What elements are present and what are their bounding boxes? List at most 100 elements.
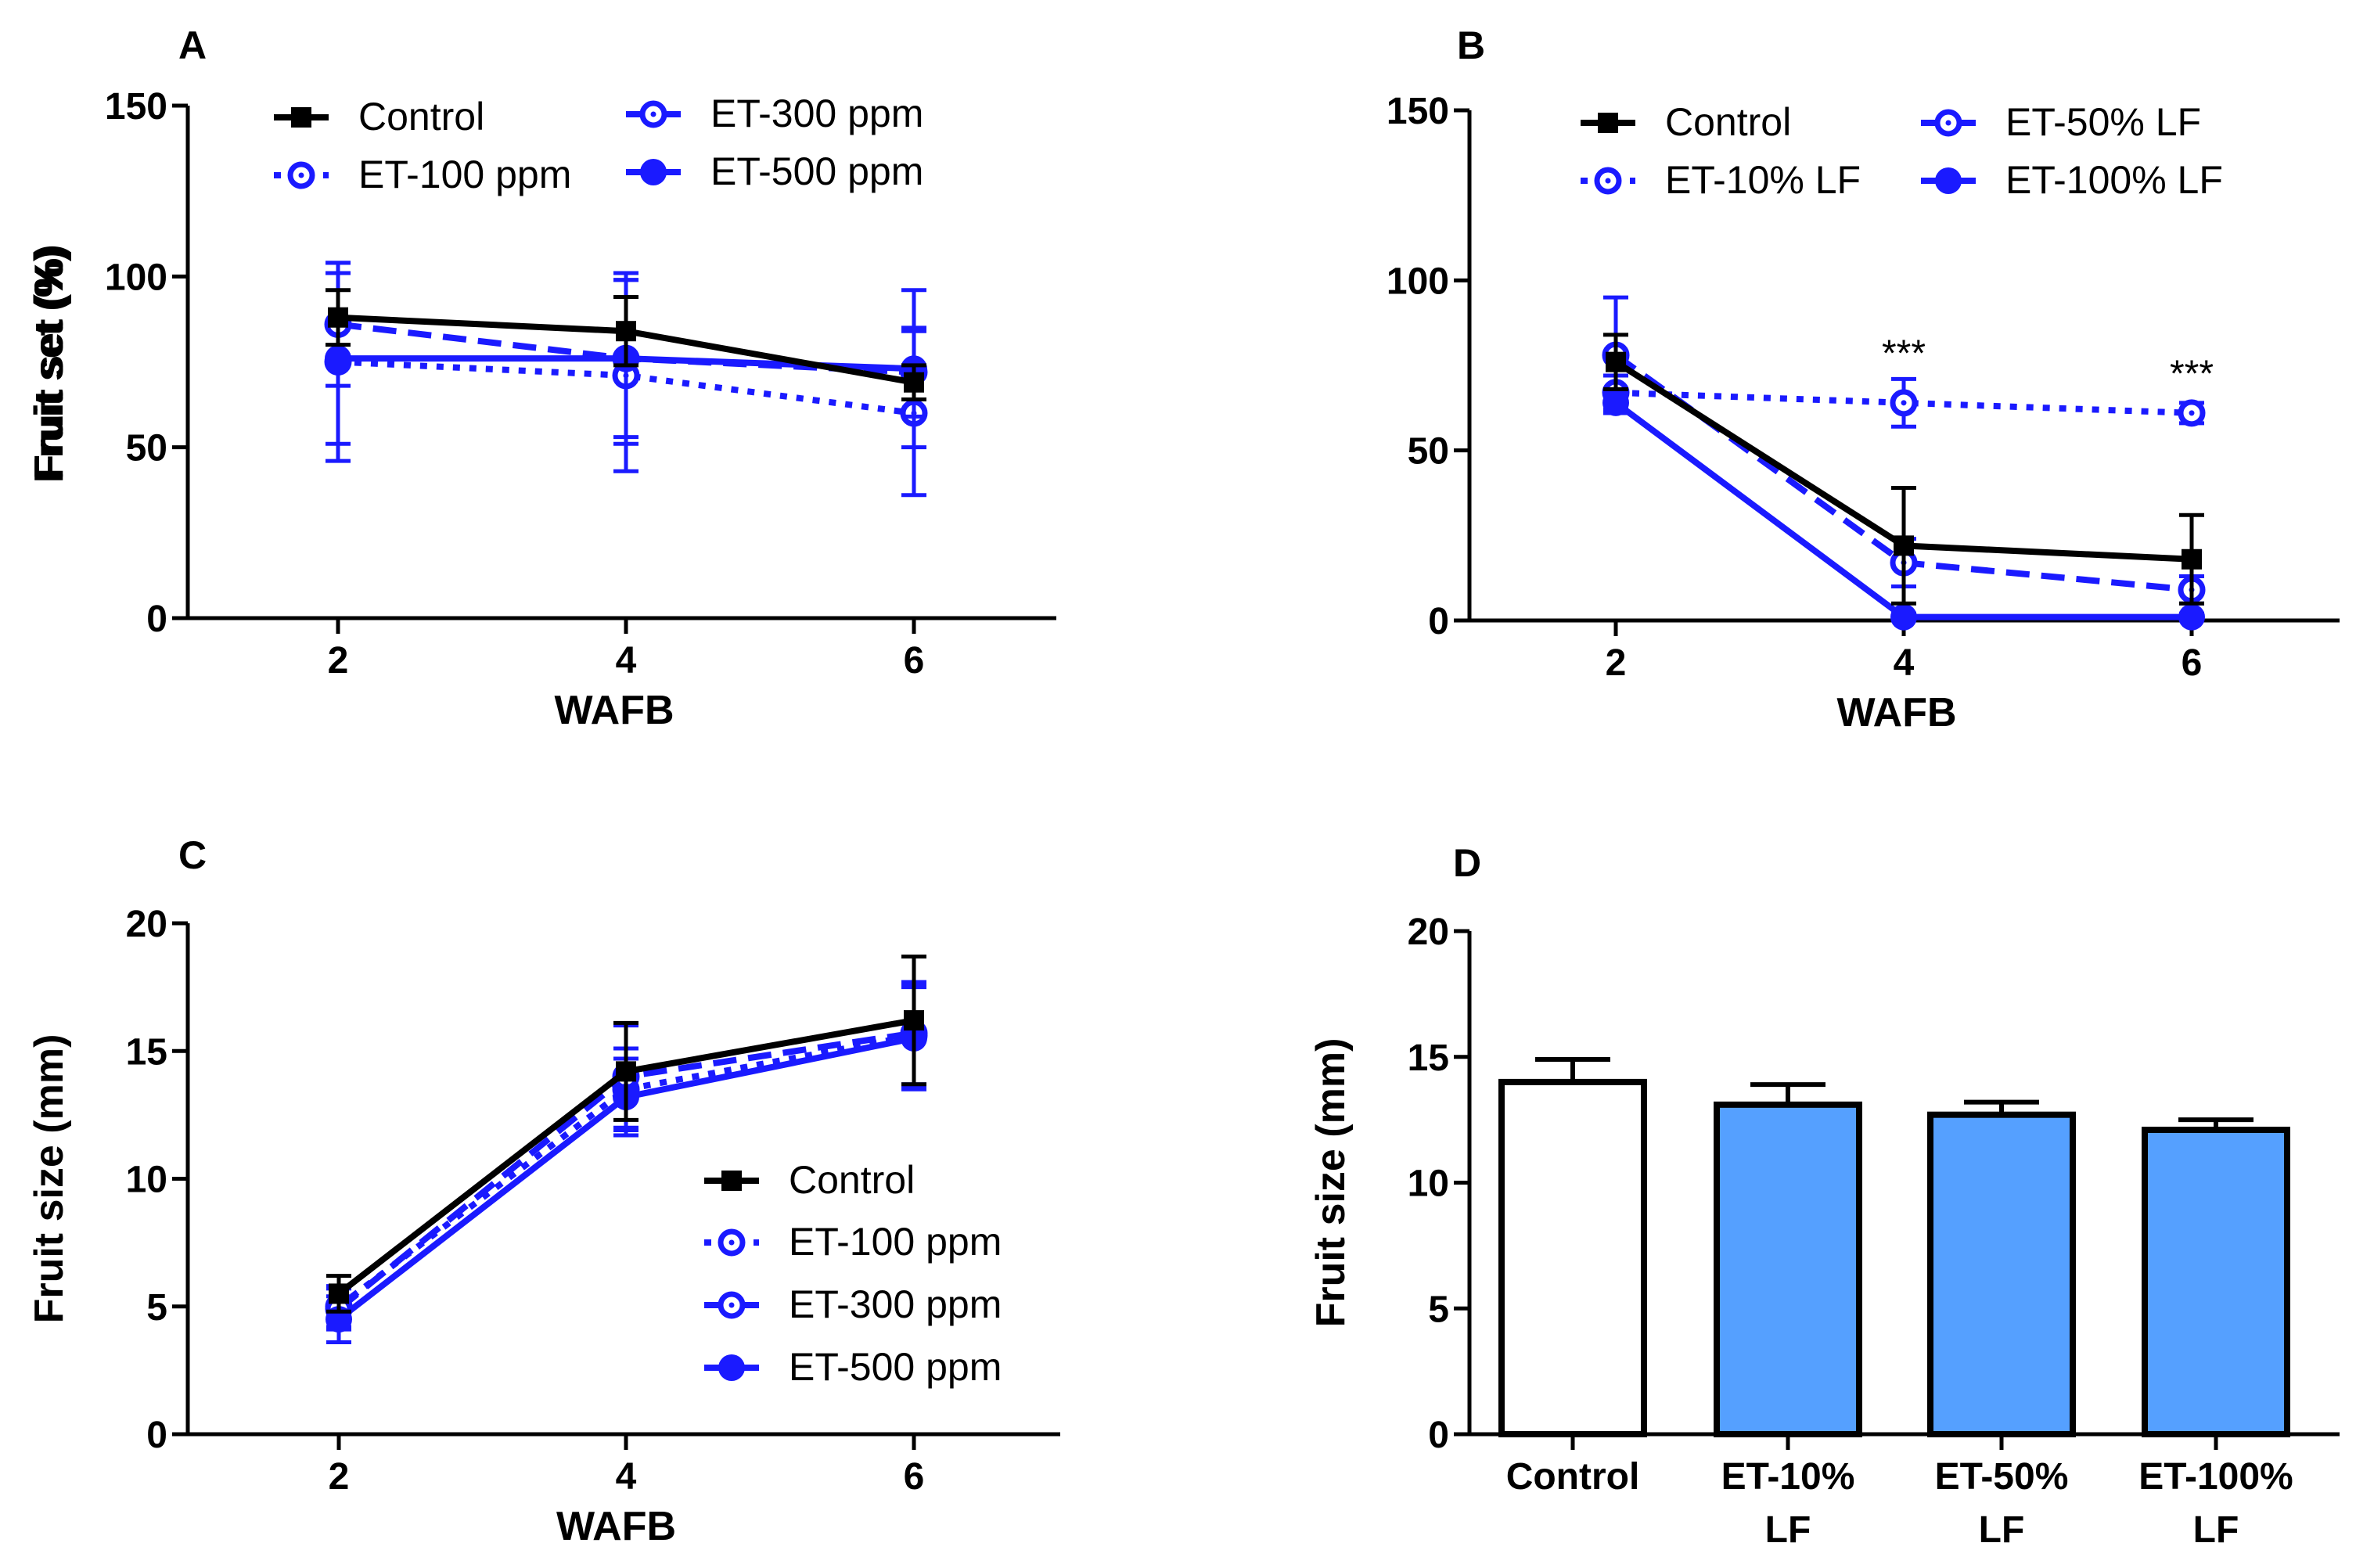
bar [1927, 1111, 2076, 1437]
y-tick-label: 5 [146, 1287, 167, 1329]
series-control [326, 954, 926, 1314]
data-point [325, 345, 351, 372]
legend-marker-center [728, 1239, 735, 1246]
y-tick-label: 15 [126, 1031, 167, 1073]
x-tick-label: LF [1979, 1509, 2025, 1551]
legend-label: ET-500 ppm [789, 1345, 1002, 1389]
x-tick-label: 6 [904, 1456, 925, 1498]
data-point [1602, 389, 1629, 416]
y-axis-label: Fruit set (%) [27, 248, 72, 483]
legend-marker-center [298, 172, 304, 178]
legend-entry-et-100-ppm: ET-100 ppm [274, 153, 571, 196]
x-tick-label: 4 [1894, 642, 1915, 684]
y-tick-label: 20 [126, 904, 167, 945]
legend-marker [721, 1171, 742, 1191]
data-point [1894, 535, 1914, 556]
x-tick-label: 6 [904, 640, 925, 682]
x-tick-label: ET-10% [1721, 1456, 1855, 1498]
y-axis-label: Fruit set (%) [27, 244, 72, 479]
y-tick-label: 100 [105, 257, 167, 298]
y-tick-label: 5 [1428, 1289, 1449, 1330]
legend-label: ET-100 ppm [789, 1220, 1002, 1264]
legend-label: ET-100 ppm [358, 153, 571, 196]
legend-label: ET-100% LF [2005, 158, 2223, 202]
legend-marker [718, 1354, 745, 1381]
x-tick-label: LF [2193, 1509, 2239, 1551]
legend-marker [291, 107, 311, 128]
x-axis-label: WAFB [556, 1504, 676, 1549]
x-tick-label: LF [1765, 1509, 1811, 1551]
panel-b: B 0 50 100 150 2 4 6 WAFB Fruit set (%) *** *** Cont… [27, 23, 2340, 735]
x-tick-label: 2 [329, 1456, 350, 1498]
bar-group [1927, 1099, 2076, 1437]
legend-label: ET-500 ppm [710, 149, 923, 193]
x-tick-label: 2 [328, 640, 349, 682]
panel-letter-d: D [1453, 841, 1481, 885]
panel-letter-b: B [1457, 23, 1485, 67]
y-tick-label: 15 [1408, 1038, 1449, 1079]
y-tick-label: 100 [1387, 261, 1449, 302]
legend-marker-center [728, 1302, 735, 1308]
panel-a: A 0 50 100 150 2 4 6 WAFB Fruit set (%) Control ET-… [27, 23, 1056, 733]
x-tick-label: 4 [616, 1456, 637, 1498]
data-point [904, 1010, 924, 1031]
significance-marker: *** [2170, 354, 2214, 395]
y-tick-label: 0 [146, 1415, 167, 1456]
x-tick-label: 6 [2182, 642, 2203, 684]
y-tick-label: 10 [1408, 1163, 1449, 1205]
y-tick-label: 150 [105, 86, 167, 128]
data-point-center [2189, 410, 2195, 416]
x-tick-label: ET-100% [2138, 1456, 2293, 1498]
series-et-100-lf [1602, 389, 2205, 631]
x-tick-label: Control [1506, 1456, 1640, 1498]
y-axis-label: Fruit size (mm) [1308, 1038, 1354, 1328]
legend-entry-et-500-ppm: ET-500 ppm [704, 1345, 1002, 1389]
series-et-10-lf [1602, 373, 2206, 429]
legend-marker-center [1605, 178, 1611, 184]
y-tick-label: 20 [1408, 912, 1449, 953]
legend-entry-et-100-lf: ET-100% LF [1921, 158, 2223, 202]
x-axis-label: WAFB [554, 688, 674, 733]
legend-entry-et-500-ppm: ET-500 ppm [626, 149, 923, 193]
legend-marker [1598, 113, 1618, 133]
legend-entry-et-300-ppm: ET-300 ppm [704, 1282, 1002, 1326]
x-tick-label: ET-50% [1935, 1456, 2069, 1498]
bar-group [1498, 1056, 1647, 1438]
panel-letter-a: A [178, 23, 207, 67]
bar [1714, 1101, 1862, 1437]
data-point [328, 307, 348, 328]
legend-marker-center [650, 111, 656, 117]
y-axis-label: Fruit size (mm) [27, 1034, 72, 1324]
legend-entry-control: Control [274, 95, 484, 138]
panel-d: D 0 5 10 15 20 Fruit size (mm) Control ET-10% LF E… [1308, 841, 2340, 1551]
legend-marker [1935, 167, 1962, 194]
legend-entry-control: Control [704, 1158, 915, 1202]
series-control [1603, 333, 2204, 606]
bar-group [1714, 1082, 1862, 1437]
y-tick-label: 0 [1428, 1415, 1449, 1456]
y-tick-label: 10 [126, 1160, 167, 1201]
panel-letter-c: C [178, 833, 207, 877]
series-line [337, 358, 915, 416]
data-point [2182, 548, 2202, 570]
data-point [1890, 603, 1917, 631]
legend-entry-control: Control [1581, 100, 1791, 144]
legend-marker [640, 159, 667, 185]
x-axis-label: WAFB [1836, 690, 1956, 735]
legend-label: ET-10% LF [1665, 158, 1861, 202]
y-tick-label: 150 [1387, 91, 1449, 132]
y-tick-label: 0 [146, 599, 167, 640]
legend-label: ET-50% LF [2005, 100, 2201, 144]
data-point-center [1901, 400, 1907, 406]
significance-marker: *** [1882, 333, 1926, 375]
data-point [904, 372, 924, 393]
bar-group [2142, 1117, 2290, 1437]
data-point [1606, 351, 1626, 372]
data-point [616, 321, 636, 342]
legend-marker-center [1945, 120, 1951, 126]
data-point [616, 1061, 636, 1082]
x-tick-label: 2 [1606, 642, 1627, 684]
y-tick-label: 0 [1428, 601, 1449, 642]
legend-label: ET-300 ppm [710, 92, 923, 135]
